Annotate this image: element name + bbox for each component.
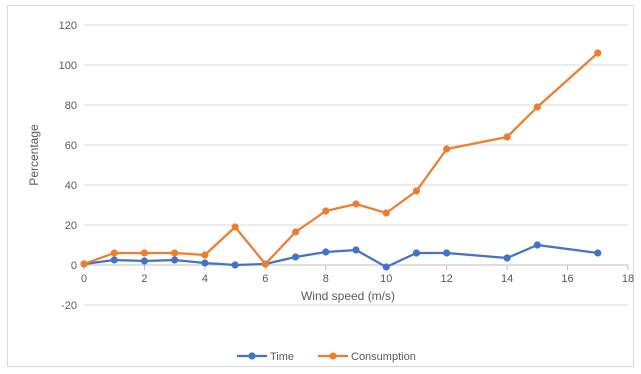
data-point-consumption (322, 207, 330, 215)
data-point-time (322, 248, 330, 256)
y-tick-label: 120 (59, 20, 77, 32)
legend-label: Time (270, 351, 294, 363)
data-point-time (291, 253, 300, 261)
data-point-time (443, 249, 451, 257)
x-tick-label: 8 (323, 273, 329, 285)
gridlines (84, 24, 628, 306)
data-point-consumption (533, 103, 541, 111)
y-axis-title: Percentage (27, 124, 41, 186)
axes (83, 264, 629, 270)
legend-swatch-marker (248, 352, 256, 360)
data-point-consumption (110, 249, 118, 257)
series-line-consumption (83, 52, 599, 266)
data-point-consumption (231, 223, 239, 231)
data-point-time (231, 261, 239, 269)
data-point-consumption (352, 200, 360, 208)
data-point-consumption (80, 260, 88, 268)
y-tick-label: 20 (65, 220, 77, 232)
data-point-consumption (443, 145, 451, 153)
data-point-time (503, 254, 511, 262)
y-tick-label: -20 (61, 300, 77, 312)
series-consumption (80, 49, 602, 268)
x-tick-label: 12 (441, 273, 453, 285)
data-point-time (352, 246, 360, 254)
legend-item-time: Time (237, 351, 294, 363)
data-point-consumption (261, 260, 269, 268)
y-tick-label: 60 (65, 140, 77, 152)
data-point-time (201, 259, 209, 267)
data-point-consumption (503, 133, 511, 141)
x-tick-label: 18 (622, 273, 634, 285)
data-point-consumption (291, 228, 300, 236)
data-point-consumption (382, 209, 390, 217)
data-point-consumption (140, 249, 149, 257)
x-tick-label: 4 (202, 273, 208, 285)
x-axis-tick-labels: 0 2 4 6 8 10 12 14 16 18 (81, 273, 634, 285)
data-point-time (594, 249, 602, 257)
legend: Time Consumption (237, 351, 416, 363)
data-point-consumption (201, 251, 209, 259)
x-tick-label: 10 (380, 273, 392, 285)
data-point-time (110, 256, 118, 264)
series-plot-area (80, 49, 602, 271)
x-tick-label: 6 (262, 273, 268, 285)
legend-item-consumption: Consumption (318, 351, 416, 363)
y-tick-label: 40 (65, 180, 77, 192)
x-tick-label: 0 (81, 273, 87, 285)
legend-swatch-marker (329, 352, 337, 360)
series-line-time (83, 243, 598, 269)
y-tick-label: 100 (59, 60, 77, 72)
data-point-time (533, 241, 541, 249)
line-chart: -20 0 20 40 60 80 100 120 0 2 4 6 8 10 12 14 16 18 Perce… (27, 20, 634, 363)
y-tick-label: 0 (71, 260, 77, 272)
series-time (80, 241, 602, 271)
chart-container: -20 0 20 40 60 80 100 120 0 2 4 6 8 10 12 14 16 18 Perce… (7, 5, 634, 367)
x-tick-label: 2 (141, 273, 147, 285)
x-tick-label: 16 (561, 273, 573, 285)
y-axis-tick-labels: -20 0 20 40 60 80 100 120 (59, 20, 77, 312)
data-point-time (412, 249, 421, 257)
data-point-time (140, 257, 149, 265)
data-point-consumption (412, 187, 421, 195)
x-tick-label: 14 (501, 273, 513, 285)
x-axis-title: Wind speed (m/s) (301, 289, 395, 303)
data-point-consumption (594, 49, 602, 57)
data-point-time (171, 256, 179, 264)
data-point-time (382, 263, 390, 271)
y-tick-label: 80 (65, 100, 77, 112)
legend-label: Consumption (351, 351, 416, 363)
data-point-consumption (171, 249, 179, 257)
